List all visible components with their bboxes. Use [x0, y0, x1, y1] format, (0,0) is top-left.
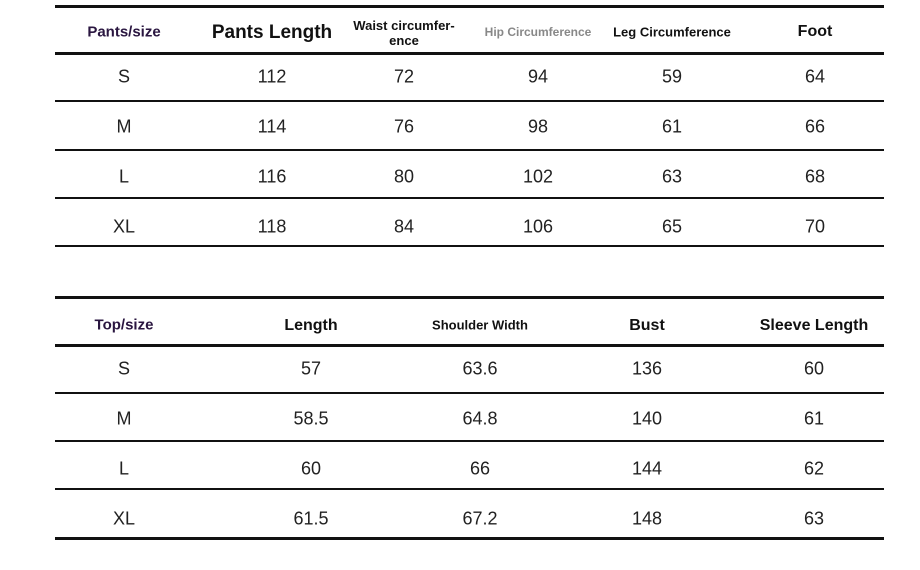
table-cell: 144: [631, 458, 663, 479]
table-cell: 60: [300, 458, 322, 479]
divider: [55, 149, 884, 151]
table-cell: 72: [393, 66, 415, 87]
divider: [55, 5, 884, 8]
table-cell: M: [116, 408, 132, 429]
divider: [55, 537, 884, 540]
divider: [55, 440, 884, 442]
table-cell: 84: [393, 216, 415, 237]
table-cell: 64: [804, 66, 826, 87]
table-cell: 66: [469, 458, 491, 479]
divider: [55, 52, 884, 55]
table-cell: 80: [393, 166, 415, 187]
table-cell: 63: [661, 166, 683, 187]
table-cell: 98: [527, 116, 549, 137]
header-pants-length: Pants Length: [211, 22, 333, 43]
table-cell: XL: [112, 508, 136, 529]
table-cell: 140: [631, 408, 663, 429]
table-cell: 63.6: [462, 358, 498, 379]
table-cell: 61.5: [293, 508, 329, 529]
divider: [55, 344, 884, 347]
table-cell: S: [117, 358, 131, 379]
table-cell: 116: [257, 166, 287, 187]
header-hip: Hip Circumference: [484, 25, 592, 39]
table-cell: 64.8: [462, 408, 498, 429]
header-foot: Foot: [797, 23, 833, 40]
table-cell: 60: [803, 358, 825, 379]
table-cell: XL: [112, 216, 136, 237]
header-sleeve-length: Sleeve Length: [759, 317, 869, 334]
header-length: Length: [284, 317, 338, 334]
table-cell: 63: [803, 508, 825, 529]
header-pants-size: Pants/size: [87, 23, 161, 41]
table-cell: 102: [522, 166, 554, 187]
table-cell: 118: [257, 216, 287, 237]
divider: [55, 488, 884, 490]
table-cell: 62: [803, 458, 825, 479]
divider: [55, 100, 884, 102]
table-cell: L: [118, 458, 130, 479]
table-cell: 65: [661, 216, 683, 237]
table-cell: 57: [300, 358, 322, 379]
table-cell: 94: [527, 66, 549, 87]
table-cell: S: [117, 66, 131, 87]
header-bust: Bust: [629, 317, 665, 334]
table-cell: 59: [661, 66, 683, 87]
table-cell: 68: [804, 166, 826, 187]
header-waist: Waist circumfer-ence: [353, 18, 454, 48]
divider: [55, 245, 884, 247]
table-cell: 106: [522, 216, 554, 237]
header-leg: Leg Circumference: [613, 24, 731, 40]
table-cell: 61: [803, 408, 825, 429]
table-cell: 148: [631, 508, 663, 529]
table-cell: 67.2: [462, 508, 498, 529]
table-cell: 58.5: [293, 408, 329, 429]
header-line: Waist circumfer-: [353, 18, 455, 33]
table-cell: 66: [804, 116, 826, 137]
divider: [55, 296, 884, 299]
table-cell: L: [118, 166, 130, 187]
table-cell: 61: [661, 116, 683, 137]
header-line: ence: [389, 33, 419, 48]
table-cell: 112: [257, 66, 287, 87]
table-cell: 76: [393, 116, 415, 137]
table-cell: 114: [257, 116, 287, 137]
table-cell: 136: [631, 358, 663, 379]
header-top-size: Top/size: [94, 316, 154, 334]
divider: [55, 197, 884, 199]
header-shoulder-width: Shoulder Width: [432, 317, 528, 333]
table-cell: M: [116, 116, 132, 137]
table-cell: 70: [804, 216, 826, 237]
divider: [55, 392, 884, 394]
